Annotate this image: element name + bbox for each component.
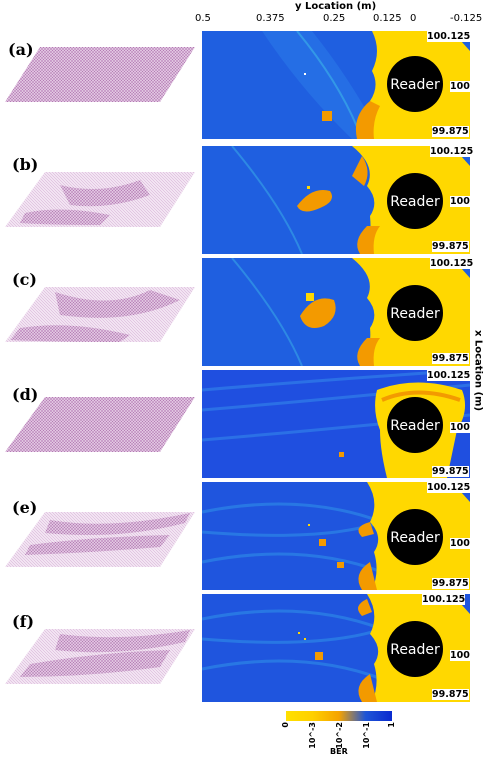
x-tick-d-top: 100.125 [427,370,471,381]
surface-d [5,397,195,452]
reader-circle [387,621,443,677]
panel-label-d: (d) [12,385,39,404]
colorbar-tick-1e-1: 10^-1 [362,722,371,749]
x-tick-e-top: 100.125 [427,482,471,493]
x-axis-title: x Location (m) [472,329,484,412]
y-axis-title: y Location (m) [295,1,377,12]
panel-label-f: (f) [12,612,35,631]
x-tick-d-mid: 100 [450,422,470,433]
x-tick-a-top: 100.125 [427,31,471,42]
colorbar-tick-1e-2: 10^-2 [335,722,344,749]
colorbar-ticks: 0 10^-3 10^-2 10^-1 1 [281,722,396,749]
colorbar-tick-1e-3: 10^-3 [308,722,317,749]
x-tick-f-mid: 100 [450,650,470,661]
x-tick-c-top: 100.125 [430,258,474,269]
x-tick-a-mid: 100 [450,81,470,92]
x-tick-e-bot: 99.875 [432,578,469,589]
reader-label: Reader [390,418,440,434]
reader-circle [387,173,443,229]
reader-circle [387,397,443,453]
panel-label-b: (b) [12,155,39,174]
colorbar-title: BER [330,747,348,756]
reader-label: Reader [390,642,440,658]
x-tick-d-bot: 99.875 [432,466,469,477]
reader-label: Reader [390,194,440,210]
x-tick-f-top: 100.125 [422,594,466,605]
heatmap-b: Reader [202,146,470,254]
reader-circle [387,56,443,112]
x-tick-b-top: 100.125 [430,146,474,157]
y-tick-0.25: 0.25 [323,13,346,24]
heatmap-c: Reader [202,258,470,366]
reader-circle [387,285,443,341]
y-tick-0.375: 0.375 [256,13,285,24]
surface-a-mesh [5,47,195,102]
y-tick-0.5: 0.5 [195,13,211,24]
panel-label-c: (c) [12,270,37,289]
colorbar-tick-1: 1 [387,722,396,728]
panel-label-a: (a) [8,40,34,59]
heatmap-e: Reader [202,482,470,590]
panel-label-e: (e) [12,498,38,517]
heatmap-b-svg: Reader [202,146,470,254]
heatmap-d-svg: Reader [202,370,470,478]
colorbar [286,711,392,721]
heatmap-f-svg: Reader [202,594,470,702]
heatmap-d: Reader [202,370,470,478]
reader-circle [387,509,443,565]
x-tick-b-mid: 100 [450,196,470,207]
surface-a [5,47,195,102]
y-tick-neg0.125: -0.125 [450,13,483,24]
x-tick-a-bot: 99.875 [432,126,469,137]
surface-f [5,629,195,684]
x-tick-e-mid: 100 [450,538,470,549]
surface-c [5,287,195,342]
x-tick-c-bot: 99.875 [432,353,469,364]
heatmap-e-svg: Reader [202,482,470,590]
heatmap-a: Reader [202,31,470,139]
y-tick-0: 0 [410,13,417,24]
x-tick-b-bot: 99.875 [432,241,469,252]
y-tick-0.125: 0.125 [373,13,402,24]
surface-e [5,512,195,567]
reader-label: Reader [390,530,440,546]
heatmap-f: Reader [202,594,470,702]
reader-label: Reader [390,77,440,93]
heatmap-a-svg: Reader [202,31,470,139]
surface-b [5,172,195,227]
heatmap-c-svg: Reader [202,258,470,366]
reader-label: Reader [390,306,440,322]
x-tick-f-bot: 99.875 [432,689,469,700]
colorbar-tick-0: 0 [281,722,290,728]
